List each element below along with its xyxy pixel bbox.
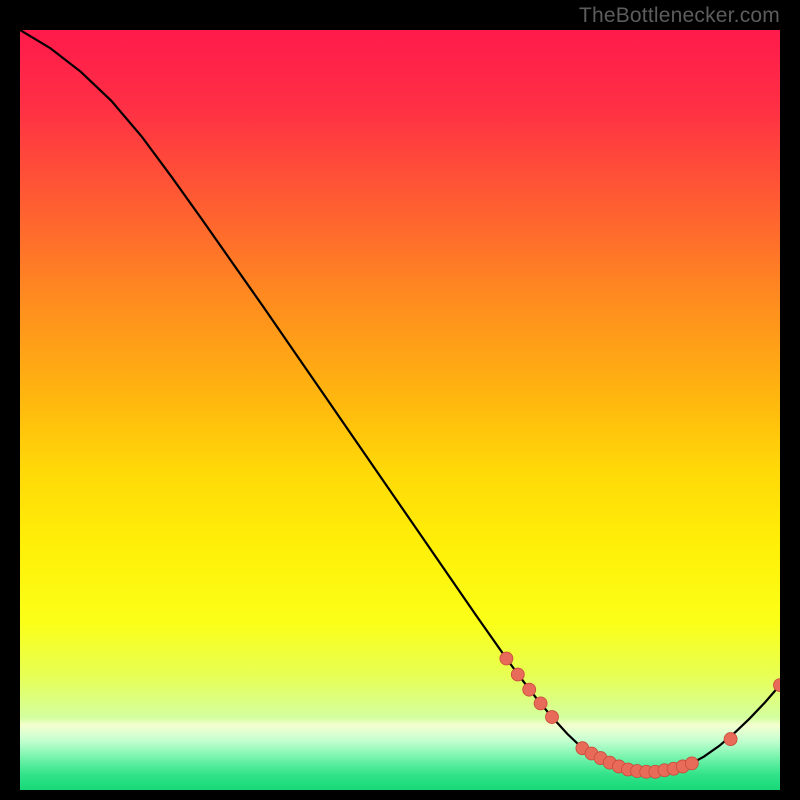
data-marker [546,711,559,724]
data-marker [523,683,536,696]
data-marker [685,757,698,770]
data-marker [500,652,513,665]
data-marker [724,733,737,746]
data-marker [534,697,547,710]
data-marker [511,668,524,681]
chart-svg [20,30,780,790]
chart-background [20,30,780,790]
attribution-link[interactable]: TheBottlenecker.com [579,4,780,28]
bottleneck-chart [20,30,780,790]
